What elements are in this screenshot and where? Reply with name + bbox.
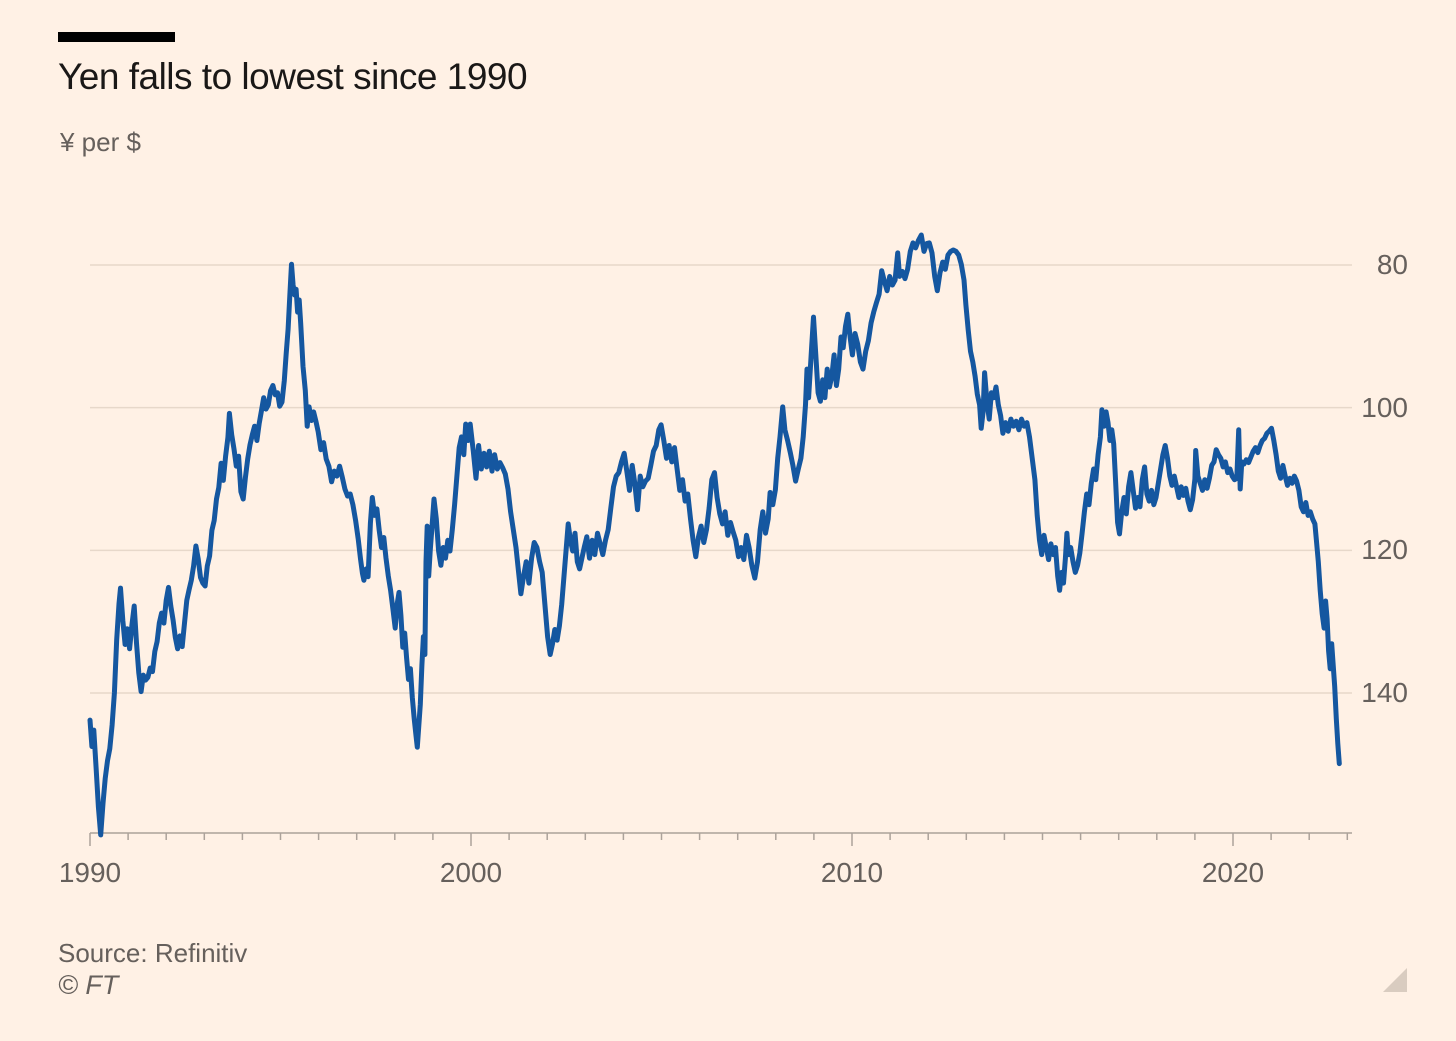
chart-title: Yen falls to lowest since 1990 bbox=[58, 56, 528, 97]
resize-corner-triangle bbox=[1383, 968, 1407, 992]
yen-per-dollar-line bbox=[87, 232, 1342, 838]
source-label: Source: Refinitiv bbox=[58, 938, 248, 968]
chart-subtitle: ¥ per $ bbox=[60, 127, 141, 157]
title-tag-bar bbox=[58, 32, 175, 42]
ft-copyright: © FT bbox=[58, 970, 119, 1000]
